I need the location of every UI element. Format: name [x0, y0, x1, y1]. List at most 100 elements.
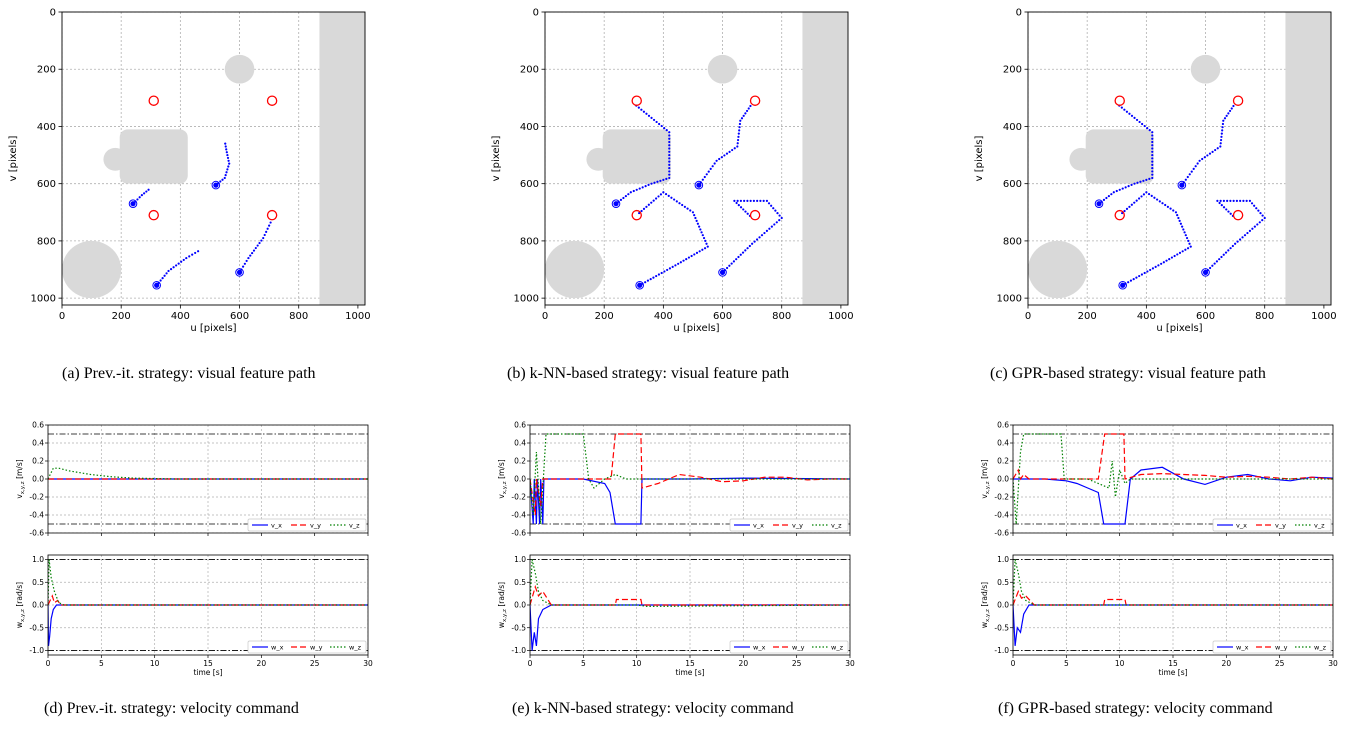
path-point — [629, 191, 632, 194]
path-point — [258, 241, 261, 245]
path-point — [269, 221, 272, 224]
path-point — [665, 129, 668, 132]
obstacle-rect — [802, 12, 848, 305]
path-point — [1250, 202, 1254, 205]
x-tick-label: 800 — [1255, 311, 1274, 322]
path-point — [1220, 204, 1223, 207]
path-point — [1123, 209, 1126, 213]
path-point — [1181, 250, 1184, 253]
x-axis-label: u [pixels] — [190, 323, 236, 334]
caption-c: (c) GPR-based strategy: visual feature p… — [990, 365, 1266, 382]
path-point — [223, 176, 226, 180]
y-tick-label: 0.4 — [32, 439, 44, 448]
path-point — [746, 247, 749, 250]
path-point — [1222, 119, 1225, 122]
path-point — [169, 268, 173, 271]
path-point — [1216, 199, 1219, 202]
path-point — [1196, 162, 1199, 165]
path-point — [748, 244, 751, 248]
legend-label: v_z — [831, 522, 842, 530]
path-point — [1127, 185, 1130, 188]
path-point — [736, 142, 739, 145]
path-point — [654, 197, 658, 200]
obstacle-circle — [103, 147, 128, 171]
path-point — [1214, 148, 1217, 152]
target-marker — [1232, 209, 1244, 221]
path-point — [1182, 228, 1185, 231]
path-point — [165, 272, 168, 275]
path-point — [1169, 207, 1172, 210]
path-point — [1186, 247, 1190, 250]
path-point — [1184, 178, 1187, 181]
obstacle-rect — [602, 129, 671, 184]
path-point — [739, 119, 742, 122]
path-point — [776, 212, 779, 215]
path-point — [758, 236, 761, 239]
path-point — [226, 156, 230, 160]
y-tick-label: 0.2 — [32, 457, 44, 466]
path-point — [1130, 114, 1134, 117]
path-point — [778, 219, 781, 222]
path-point — [1261, 219, 1264, 222]
path-point — [1151, 150, 1154, 153]
path-point — [1208, 266, 1212, 270]
legend-label: v_x — [753, 522, 764, 530]
path-point — [1133, 182, 1136, 185]
path-point — [743, 199, 746, 202]
path-point — [687, 256, 691, 259]
path-point — [254, 246, 257, 250]
plot-area — [1028, 12, 1331, 305]
path-point — [1177, 216, 1180, 220]
y-tick-label: 0.0 — [32, 601, 44, 610]
path-point — [693, 214, 696, 217]
path-point — [682, 259, 685, 262]
path-point — [668, 176, 671, 180]
path-point — [728, 264, 731, 267]
path-point — [701, 178, 704, 181]
path-point — [668, 160, 671, 163]
path-point — [674, 264, 677, 267]
path-point — [1168, 258, 1171, 261]
path-point — [744, 112, 747, 115]
target-marker — [1114, 95, 1125, 106]
path-point — [1112, 191, 1115, 194]
x-tick-label: 800 — [772, 311, 791, 322]
path-point — [227, 165, 230, 168]
start-marker-ring — [211, 180, 221, 190]
path-point — [668, 153, 671, 157]
path-point — [1259, 212, 1262, 215]
path-point — [260, 239, 263, 242]
path-point — [1229, 212, 1232, 215]
path-point — [1222, 253, 1225, 256]
path-point — [1198, 159, 1201, 162]
path-point — [1227, 112, 1230, 115]
path-point — [749, 104, 752, 108]
y-tick-label: -0.6 — [994, 529, 1009, 538]
path-point — [668, 144, 671, 147]
path-point — [226, 153, 229, 157]
y-axis-label: vx,y,z [m/s] — [980, 459, 991, 498]
path-point — [668, 140, 671, 144]
path-point — [224, 145, 227, 148]
y-tick-label: -1.0 — [994, 646, 1009, 655]
path-point — [767, 202, 771, 205]
path-point — [1130, 183, 1133, 187]
path-point — [1165, 259, 1168, 262]
path-point — [177, 262, 180, 265]
path-point — [1139, 180, 1142, 183]
y-tick-label: 600 — [37, 179, 56, 190]
start-marker — [613, 201, 619, 207]
legend-label: w_y — [1275, 644, 1288, 652]
x-tick-label: 0 — [1025, 311, 1031, 322]
path-point — [249, 254, 252, 257]
path-point — [647, 203, 650, 206]
path-point — [662, 178, 665, 181]
path-point — [1184, 248, 1187, 251]
path-point — [740, 117, 744, 120]
legend: v_x v_y v_z — [247, 518, 367, 532]
path-point — [1148, 129, 1151, 132]
path-point — [704, 239, 707, 243]
path-point — [1243, 234, 1247, 237]
path-point — [1156, 198, 1159, 201]
